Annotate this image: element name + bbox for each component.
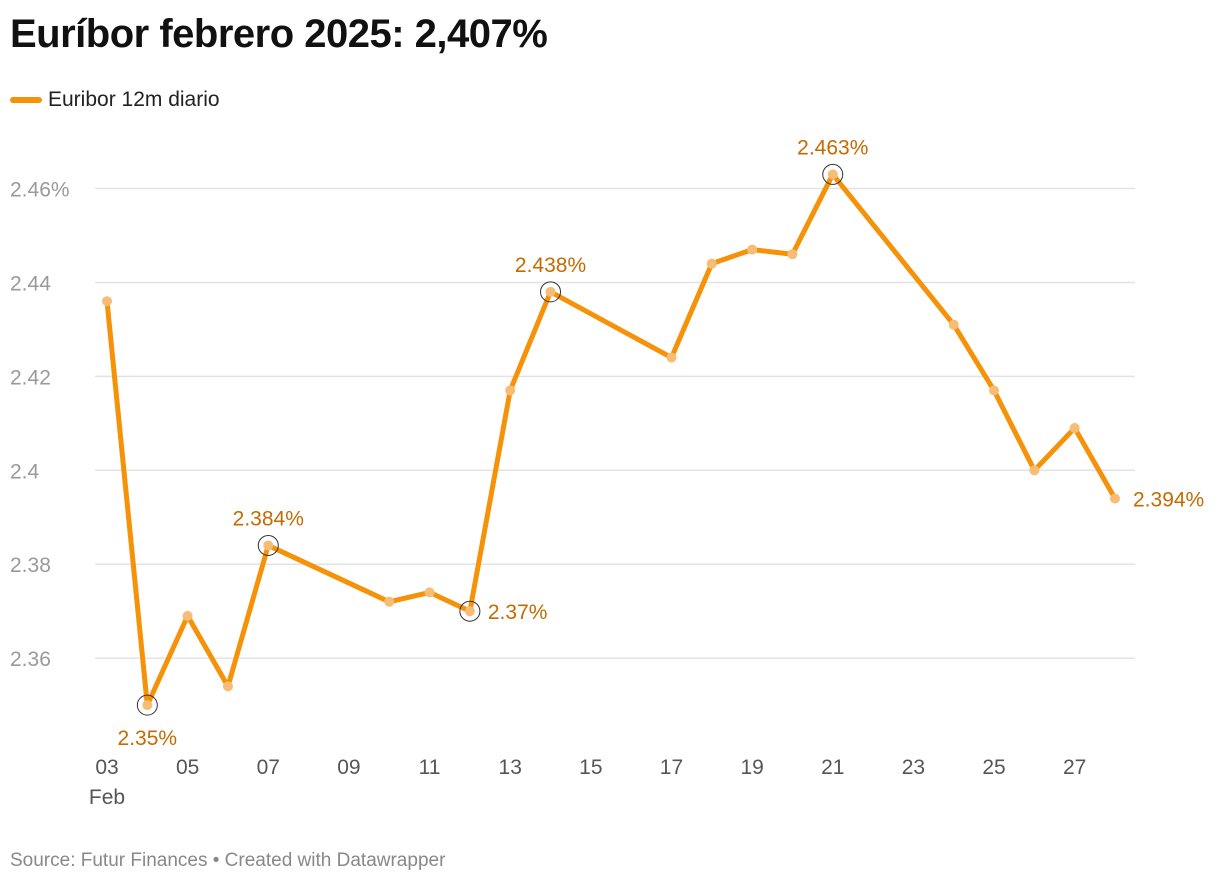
data-point — [545, 286, 556, 297]
gridlines — [95, 187, 1135, 659]
annotation-label: 2.384% — [233, 507, 304, 530]
annotation-label: 2.35% — [118, 727, 178, 750]
annotation-label: 2.463% — [797, 136, 868, 159]
y-axis-ticks: 2.36 2.38 2.4 2.42 2.44 2.46% — [10, 179, 70, 672]
data-point — [1029, 465, 1040, 476]
data-point — [222, 681, 233, 692]
data-point — [1110, 493, 1120, 504]
data-point — [948, 319, 959, 330]
annotation-circle — [540, 281, 562, 303]
x-tick-label: 17 — [660, 756, 683, 779]
x-tick-label: 13 — [499, 756, 522, 779]
annotation-label: 2.37% — [488, 601, 548, 624]
annotation-label: 2.394% — [1133, 488, 1204, 511]
annotation-circle — [136, 694, 158, 716]
x-tick-label: 25 — [982, 756, 1005, 779]
data-point — [142, 700, 153, 711]
data-point — [787, 249, 798, 260]
data-point — [989, 385, 1000, 396]
data-point — [1069, 423, 1080, 434]
x-tick-label: 03 — [95, 756, 118, 779]
data-point — [505, 385, 516, 396]
data-point — [102, 296, 112, 307]
annotations: 2.35% 2.384% 2.37% 2.438% 2.463% 2.394% — [118, 136, 1205, 750]
y-tick-label: 2.44 — [10, 272, 51, 295]
data-point — [424, 587, 435, 598]
data-point — [464, 606, 475, 617]
x-tick-label: 23 — [902, 756, 925, 779]
series-line-layer — [104, 171, 1118, 708]
legend-label: Euribor 12m diario — [48, 88, 220, 111]
x-tick-label: 11 — [419, 756, 441, 779]
x-tick-label: 27 — [1063, 756, 1086, 779]
x-tick-sublabel: Feb — [89, 786, 125, 809]
series-line — [104, 171, 1118, 708]
y-tick-label: 2.4 — [10, 460, 40, 483]
x-tick-label: 05 — [176, 756, 199, 779]
source-footer: Source: Futur Finances • Created with Da… — [10, 850, 446, 871]
legend: Euribor 12m diario — [10, 88, 220, 112]
data-point — [263, 540, 274, 551]
data-point — [384, 596, 395, 607]
y-tick-label: 2.42 — [10, 366, 51, 389]
chart-title: Euríbor febrero 2025: 2,407% — [10, 12, 548, 56]
annotation-circle — [822, 163, 844, 185]
x-tick-label: 09 — [337, 756, 360, 779]
x-axis-ticks: 03 Feb 05 07 09 11 13 15 17 19 21 23 25 27 — [89, 756, 1086, 809]
data-point — [706, 258, 717, 269]
data-point — [666, 352, 677, 363]
x-tick-label: 15 — [579, 756, 602, 779]
data-point — [182, 610, 193, 621]
x-tick-label: 21 — [821, 756, 844, 779]
data-points — [102, 169, 1120, 711]
x-tick-label: 07 — [257, 756, 280, 779]
y-tick-label: 2.46% — [10, 179, 70, 202]
y-tick-label: 2.36 — [10, 648, 51, 671]
data-point — [827, 169, 838, 180]
annotation-circle — [257, 534, 279, 556]
annotation-circle — [459, 600, 481, 622]
legend-swatch — [10, 97, 42, 103]
x-tick-label: 19 — [740, 756, 763, 779]
data-point — [747, 244, 758, 255]
annotation-label: 2.438% — [515, 254, 586, 277]
y-tick-label: 2.38 — [10, 554, 51, 577]
